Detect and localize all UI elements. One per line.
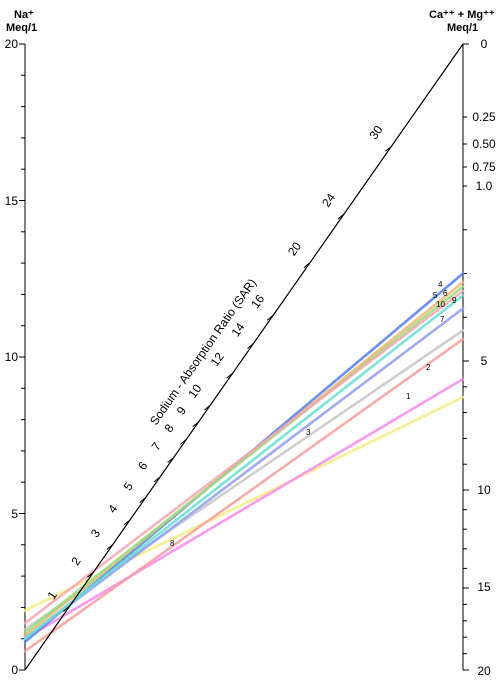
sar-tick-8 (180, 438, 187, 445)
sar-tick-label-4: 4 (105, 502, 120, 516)
left-tick-label-15: 15 (5, 194, 19, 208)
sample-label-5: 5 (433, 291, 438, 300)
left-axis-minor-ticks (19, 43, 25, 671)
left-tick-label-5: 5 (11, 507, 18, 521)
right-tick-label-0.75: 0.75 (472, 160, 496, 174)
sample-line-3 (23, 329, 465, 631)
right-tick-label-15: 15 (477, 580, 491, 594)
sample-line-6 (23, 285, 465, 634)
sar-tick-label-3: 3 (88, 526, 103, 540)
right-tick-label-0.50: 0.50 (472, 137, 496, 151)
sar-tick-9 (192, 421, 200, 428)
sample-label-2: 2 (426, 363, 431, 372)
sample-label-3: 3 (306, 428, 311, 437)
sar-tick-10 (204, 404, 211, 411)
right-tick-label-1.0: 1.0 (476, 179, 493, 193)
left-axis: 0 5 10 15 20 (5, 37, 26, 677)
sar-axis-line (24, 43, 464, 671)
sar-tick-30 (385, 145, 392, 152)
sample-line-1 (23, 395, 465, 612)
sar-tick-4 (123, 519, 131, 526)
right-axis-label-line1: Ca⁺⁺ + Mg⁺⁺ (429, 9, 495, 21)
sar-tick-5 (139, 497, 146, 503)
right-axis-label-line2: Meq/1 (447, 22, 478, 34)
sar-tick-label-6: 6 (135, 459, 150, 473)
sar-tick-label-24: 24 (319, 190, 338, 209)
sar-tick-14 (247, 343, 254, 349)
sar-tick-24 (337, 213, 345, 220)
sar-tick-label-7: 7 (149, 440, 164, 454)
sample-line-7 (23, 307, 465, 641)
sar-axis-title: Sodium - Absorption Ratio (SAR) (147, 276, 259, 428)
sar-tick-6 (153, 476, 161, 483)
right-tick-label-0.25: 0.25 (472, 110, 496, 124)
sar-tick-3 (106, 543, 114, 550)
sar-tick-20 (303, 262, 311, 269)
left-axis-label-line2: Meq/1 (6, 22, 37, 34)
sample-line-9 (23, 294, 465, 641)
right-tick-label-5: 5 (481, 354, 488, 368)
sample-label-7: 7 (440, 315, 445, 324)
sar-tick-2 (87, 571, 94, 578)
sample-label-6: 6 (443, 289, 448, 298)
right-tick-label-0: 0 (481, 37, 488, 51)
sar-tick-12 (226, 372, 233, 379)
sar-tick-label-8: 8 (161, 421, 176, 435)
sar-tick-16 (266, 314, 274, 321)
sample-label-9: 9 (452, 296, 457, 305)
sample-line-2 (23, 377, 465, 641)
sample-line-8 (23, 337, 465, 653)
sar-tick-label-2: 2 (68, 554, 83, 568)
left-tick-label-0: 0 (11, 663, 18, 677)
sample-labels: 1 2 3 4 5 6 7 8 9 10 (170, 280, 457, 548)
right-axis-minor-ticks (463, 43, 469, 671)
sample-label-1: 1 (406, 392, 411, 401)
left-tick-label-10: 10 (5, 350, 19, 364)
sar-tick-7 (167, 457, 174, 463)
sample-lines (23, 272, 465, 653)
right-tick-label-10: 10 (477, 483, 491, 497)
sample-label-4: 4 (438, 280, 443, 289)
sar-tick-1 (63, 606, 70, 612)
left-tick-label-20: 20 (5, 37, 19, 51)
sample-label-8: 8 (170, 539, 175, 548)
sar-tick-label-20: 20 (285, 239, 304, 258)
sample-label-10: 10 (436, 300, 445, 309)
sample-line-10 (23, 289, 465, 625)
sar-tick-label-5: 5 (121, 480, 136, 494)
sar-tick-label-30: 30 (366, 123, 385, 142)
sar-tick-label-9: 9 (174, 404, 189, 418)
left-axis-label-line1: Na⁺ (14, 9, 34, 21)
right-axis: 0 0.25 0.50 0.75 1.0 5 10 15 20 (462, 37, 496, 678)
right-tick-label-20: 20 (477, 664, 491, 678)
